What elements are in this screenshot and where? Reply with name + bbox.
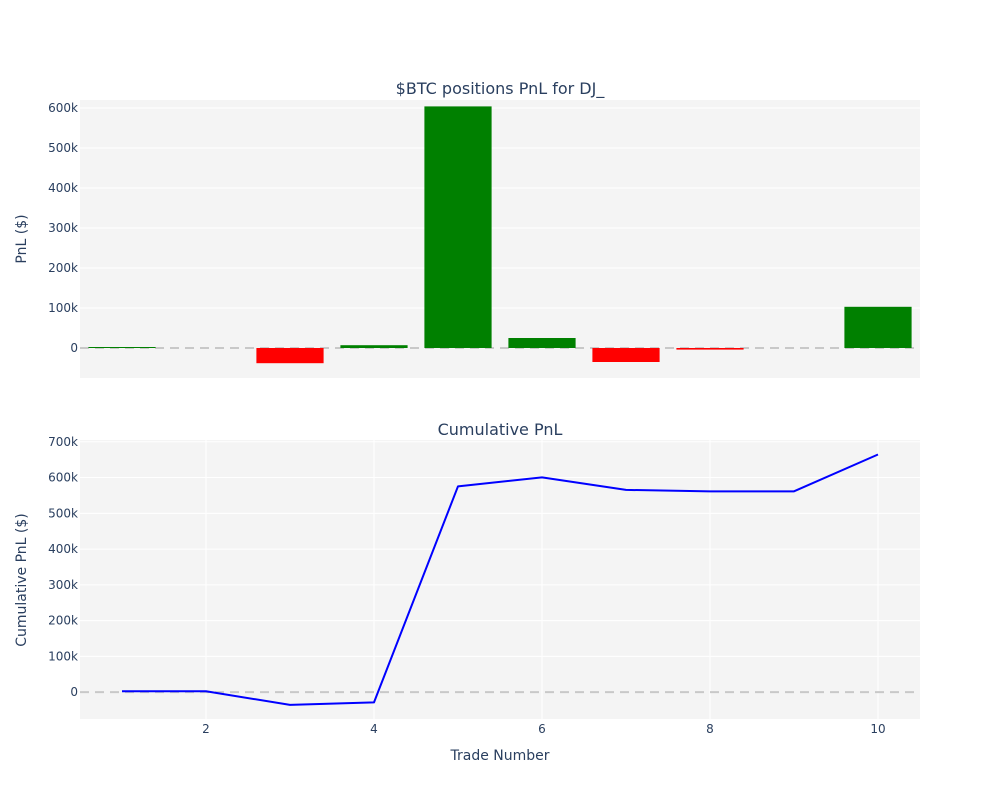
bar-y-tick-labels: 0 100k 200k 300k 400k 500k 600k <box>48 101 78 355</box>
line-series <box>122 453 879 706</box>
line-x-tick-labels: 2 4 6 8 10 <box>202 722 885 736</box>
line-y-tick-label: 500k <box>48 506 78 520</box>
line-y-tick-label: 100k <box>48 649 78 663</box>
line-x-tick-label: 2 <box>202 722 210 736</box>
bar-y-tick-label: 400k <box>48 181 78 195</box>
bar-y-tick-label: 600k <box>48 101 78 115</box>
cumulative-pnl-line <box>122 453 879 706</box>
line-x-tick-label: 4 <box>370 722 378 736</box>
bar-y-tick-label: 100k <box>48 301 78 315</box>
pnl-bar <box>592 348 660 362</box>
bar-series <box>88 106 912 364</box>
pnl-bar <box>676 348 744 350</box>
pnl-bar <box>844 306 912 348</box>
line-y-axis-title: Cumulative PnL ($) <box>14 513 30 647</box>
line-plot-background <box>80 440 920 719</box>
line-gridlines <box>80 440 920 719</box>
bar-y-tick-label: 300k <box>48 221 78 235</box>
line-x-axis-title: Trade Number <box>449 748 549 764</box>
pnl-bar <box>424 106 492 349</box>
line-x-tick-label: 8 <box>706 722 714 736</box>
line-y-tick-label: 200k <box>48 614 78 628</box>
cumulative-line-subplot: 0 100k 200k 300k 400k 500k 600k 700k 2 4 6 8 10 Cum… <box>14 420 920 764</box>
bar-y-tick-label: 200k <box>48 261 78 275</box>
bar-plot-background <box>80 100 920 378</box>
bar-gridlines <box>80 107 920 309</box>
line-chart-title: Cumulative PnL <box>438 420 563 439</box>
line-y-tick-label: 0 <box>70 685 78 699</box>
line-x-tick-label: 10 <box>870 722 885 736</box>
bar-chart-title: $BTC positions PnL for DJ_ <box>396 79 606 99</box>
bar-y-axis-title: PnL ($) <box>14 214 30 263</box>
line-x-tick-label: 6 <box>538 722 546 736</box>
pnl-bar <box>508 338 576 348</box>
pnl-bar <box>340 345 408 348</box>
line-y-tick-labels: 0 100k 200k 300k 400k 500k 600k 700k <box>48 435 78 699</box>
line-y-tick-label: 300k <box>48 578 78 592</box>
line-y-tick-label: 700k <box>48 435 78 449</box>
line-y-tick-label: 400k <box>48 542 78 556</box>
line-y-tick-label: 600k <box>48 471 78 485</box>
pnl-bar <box>88 347 156 348</box>
bar-y-tick-label: 500k <box>48 141 78 155</box>
pnl-bar-subplot: 0 100k 200k 300k 400k 500k 600k $BTC positions… <box>14 79 920 378</box>
pnl-bar <box>256 348 324 364</box>
bar-y-tick-label: 0 <box>70 341 78 355</box>
